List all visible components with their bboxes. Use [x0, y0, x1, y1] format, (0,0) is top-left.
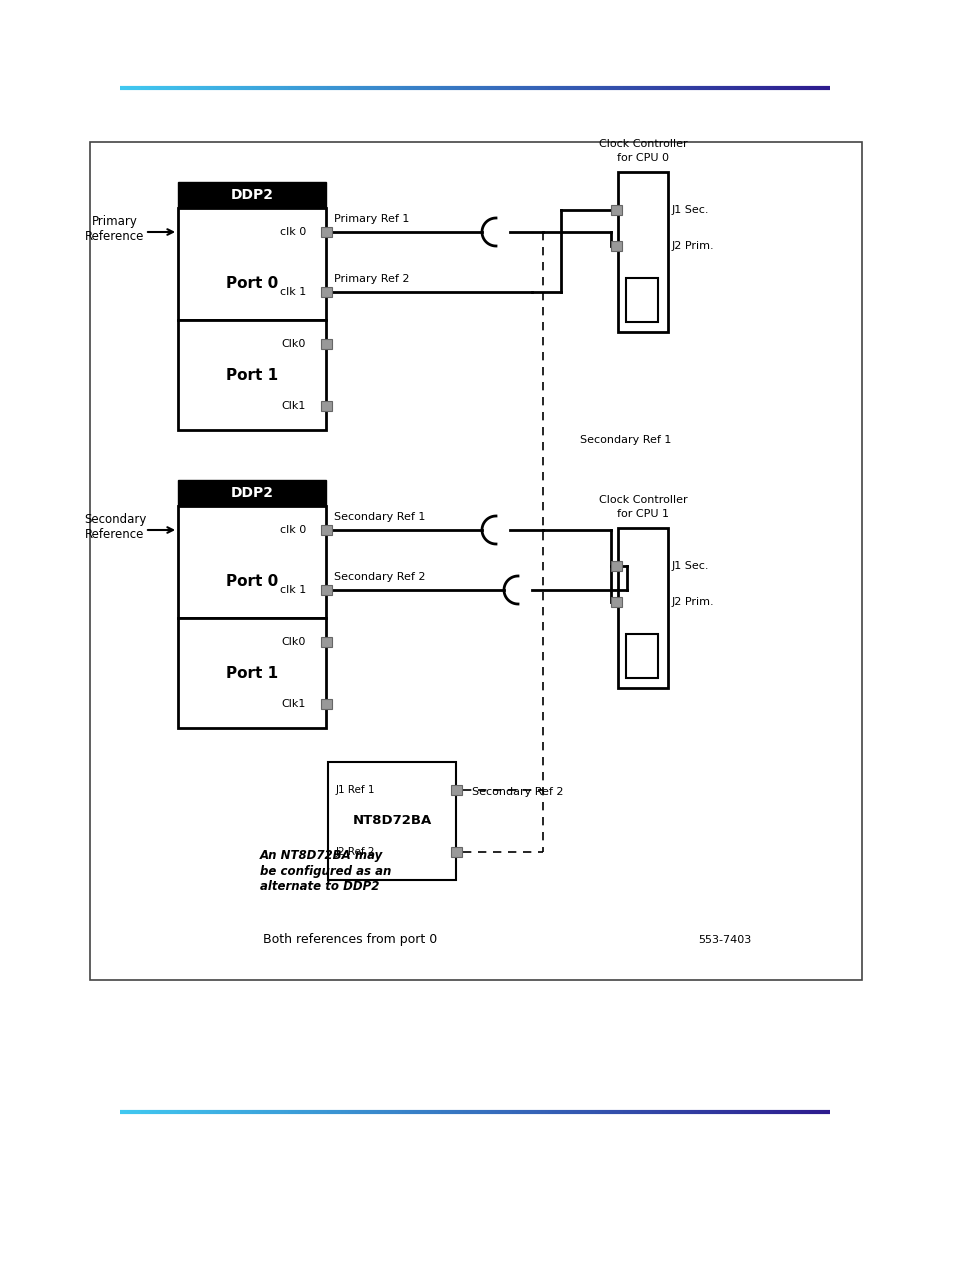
Text: An NT8D72BA may: An NT8D72BA may	[260, 848, 383, 861]
Text: Clk1: Clk1	[281, 700, 306, 709]
Bar	[618, 528, 667, 688]
Bar	[178, 182, 326, 209]
Text: be configured as an: be configured as an	[260, 865, 391, 878]
Text: Port 0: Port 0	[226, 574, 278, 589]
Text: Secondary Ref 2: Secondary Ref 2	[334, 572, 425, 583]
Text: Reference: Reference	[85, 528, 145, 542]
Bar	[625, 633, 658, 678]
Text: clk 0: clk 0	[279, 226, 306, 237]
Bar	[321, 525, 333, 536]
Bar	[178, 321, 326, 430]
Text: NT8D72BA: NT8D72BA	[352, 814, 431, 828]
Bar	[328, 762, 456, 880]
Text: clk 0: clk 0	[279, 525, 306, 536]
Bar	[321, 340, 333, 349]
Text: Clock Controller: Clock Controller	[598, 139, 686, 149]
Text: Primary: Primary	[92, 215, 138, 229]
Text: DDP2: DDP2	[231, 188, 274, 202]
Text: Port 1: Port 1	[226, 665, 277, 681]
Bar	[321, 401, 333, 411]
Text: DDP2: DDP2	[231, 486, 274, 500]
Bar	[321, 287, 333, 296]
Text: Primary Ref 2: Primary Ref 2	[334, 273, 409, 284]
Text: Secondary Ref 1: Secondary Ref 1	[334, 513, 425, 522]
Bar	[451, 847, 462, 857]
Bar	[178, 480, 326, 506]
Text: J1 Sec.: J1 Sec.	[671, 561, 709, 571]
Bar	[321, 585, 333, 595]
Text: Both references from port 0: Both references from port 0	[263, 934, 436, 946]
Text: Port 0: Port 0	[226, 276, 278, 290]
Bar	[611, 561, 622, 571]
Bar	[90, 142, 862, 979]
Text: clk 1: clk 1	[279, 585, 306, 595]
Text: Clock Controller: Clock Controller	[598, 495, 686, 505]
Text: Clk1: Clk1	[281, 401, 306, 411]
Bar	[618, 172, 667, 332]
Text: J1 Sec.: J1 Sec.	[671, 205, 709, 215]
Text: Secondary Ref 1: Secondary Ref 1	[579, 435, 671, 445]
Bar	[451, 785, 462, 795]
Text: Primary Ref 1: Primary Ref 1	[334, 214, 409, 224]
Text: Clk0: Clk0	[281, 340, 306, 349]
Bar	[321, 226, 333, 237]
Bar	[321, 700, 333, 709]
Text: J2 Ref 2: J2 Ref 2	[335, 847, 375, 857]
Text: Reference: Reference	[85, 230, 145, 243]
Bar	[321, 637, 333, 647]
Bar	[178, 506, 326, 618]
Text: J1 Ref 1: J1 Ref 1	[335, 785, 375, 795]
Text: alternate to DDP2: alternate to DDP2	[260, 880, 379, 893]
Text: 553-7403: 553-7403	[698, 935, 750, 945]
Text: for CPU 0: for CPU 0	[617, 153, 668, 163]
Bar	[625, 279, 658, 322]
Text: for CPU 1: for CPU 1	[617, 509, 668, 519]
Text: Secondary: Secondary	[84, 514, 146, 527]
Bar	[611, 597, 622, 607]
Text: Secondary Ref 2: Secondary Ref 2	[472, 787, 563, 798]
Text: Clk0: Clk0	[281, 637, 306, 647]
Bar	[611, 205, 622, 215]
Text: clk 1: clk 1	[279, 287, 306, 296]
Text: Port 1: Port 1	[226, 368, 277, 383]
Bar	[178, 618, 326, 728]
Text: J2 Prim.: J2 Prim.	[671, 597, 714, 607]
Bar	[178, 209, 326, 321]
Text: J2 Prim.: J2 Prim.	[671, 240, 714, 251]
Bar	[611, 240, 622, 251]
